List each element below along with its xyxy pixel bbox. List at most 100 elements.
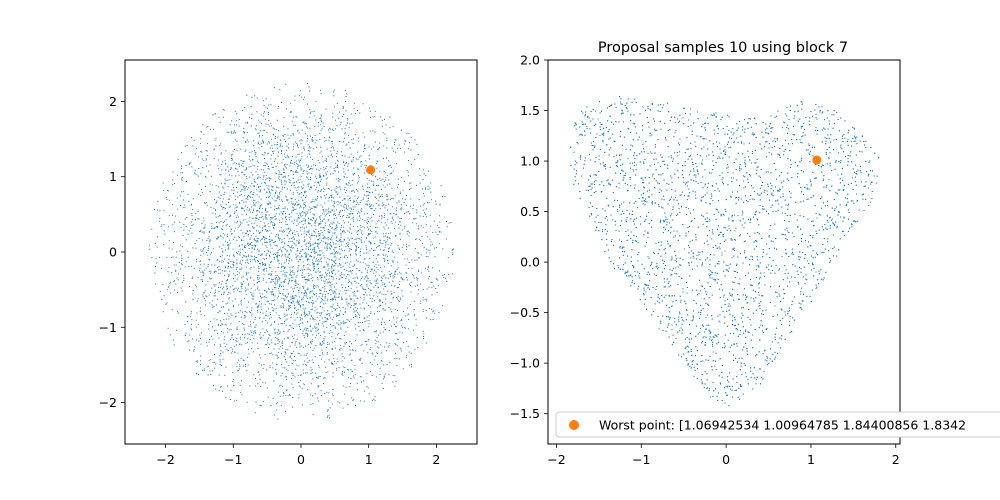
scatter-point [329,281,331,283]
scatter-point [320,390,322,392]
scatter-point [299,165,301,167]
scatter-point [288,175,289,177]
scatter-point [308,209,310,211]
scatter-point [270,261,272,263]
scatter-point [350,153,352,155]
scatter-point [215,363,217,365]
scatter-point [248,284,249,286]
scatter-point [323,174,325,176]
scatter-point [355,248,357,250]
scatter-point [229,195,231,197]
scatter-point [316,295,318,297]
scatter-point [202,250,204,252]
scatter-point [367,194,369,196]
scatter-point [187,341,189,343]
scatter-point [344,128,346,130]
scatter-point [357,226,359,228]
scatter-point [329,417,331,419]
scatter-point [282,342,284,344]
scatter-point [356,189,358,190]
scatter-point [210,175,212,177]
scatter-point [265,281,267,283]
scatter-point [220,204,222,206]
scatter-point [272,127,274,129]
scatter-point [323,325,324,327]
scatter-point [377,179,379,181]
scatter-point [343,335,345,336]
scatter-point [351,249,352,251]
scatter-point [313,285,315,286]
scatter-point [307,166,309,168]
scatter-point [214,354,215,355]
scatter-point [302,383,304,385]
scatter-point [391,293,393,295]
scatter-point [334,273,336,275]
scatter-point [287,255,289,257]
scatter-point [218,272,220,274]
scatter-point [319,241,321,243]
scatter-point [314,327,316,329]
scatter-point [280,145,282,147]
scatter-point [316,334,317,336]
scatter-point [164,233,166,235]
scatter-point [292,360,294,361]
scatter-point [372,181,374,183]
scatter-point [333,147,334,149]
scatter-point [348,183,350,185]
scatter-point [224,182,226,184]
scatter-point [268,226,270,228]
scatter-point [285,278,287,280]
scatter-point [378,184,380,186]
scatter-point [200,130,202,132]
scatter-point [335,299,337,301]
scatter-point [229,179,231,181]
scatter-point [301,275,303,277]
scatter-point [222,306,224,308]
scatter-point [379,291,381,293]
scatter-point [290,229,292,231]
scatter-point [223,291,225,293]
scatter-point [357,202,359,204]
scatter-point [381,216,383,218]
scatter-point [317,191,319,193]
scatter-point [269,194,271,196]
scatter-point [310,278,312,279]
scatter-point [348,274,350,276]
scatter-point [218,337,220,339]
scatter-point [299,296,301,298]
scatter-point [309,313,310,315]
scatter-point [226,285,228,287]
scatter-point [299,287,301,289]
scatter-point [237,182,238,184]
scatter-point [423,336,425,337]
scatter-point [304,192,306,194]
scatter-point [279,249,281,251]
scatter-point [277,256,278,258]
scatter-point [278,284,280,286]
scatter-point [362,276,364,278]
scatter-point [320,179,322,181]
scatter-point [297,203,299,205]
scatter-point [295,341,297,342]
scatter-point [364,194,366,196]
scatter-point [225,180,227,182]
scatter-point [329,224,330,226]
scatter-point [196,300,198,302]
scatter-point [424,267,426,269]
scatter-point [307,150,309,151]
scatter-point [232,266,234,268]
scatter-point [323,169,325,171]
scatter-point [218,236,220,238]
scatter-point [230,286,232,288]
scatter-point [313,292,314,294]
scatter-point [230,338,231,340]
scatter-point [255,385,257,387]
scatter-point [318,224,319,226]
scatter-point [205,202,207,204]
scatter-point [320,229,322,231]
scatter-point [383,249,385,251]
scatter-point [263,225,265,227]
scatter-point [330,253,332,255]
scatter-point [370,208,372,210]
scatter-point [350,212,352,214]
